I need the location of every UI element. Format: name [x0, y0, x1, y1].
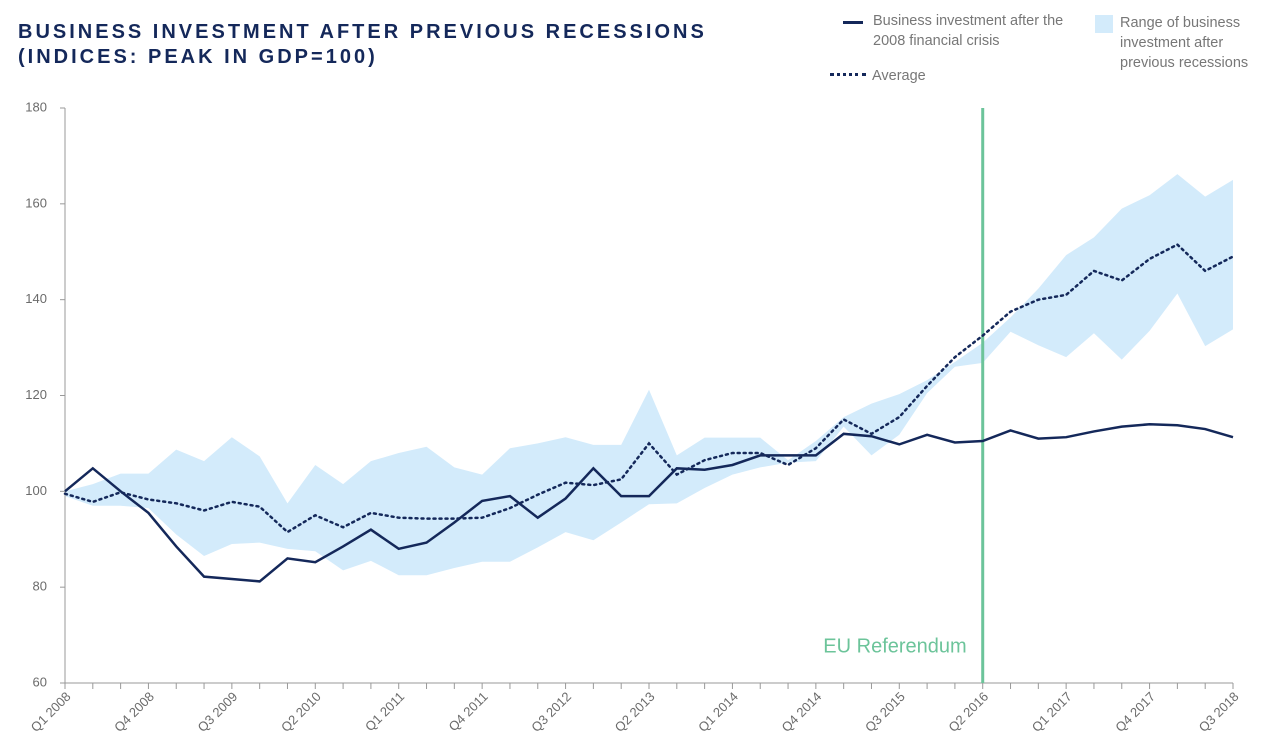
y-tick-label: 120	[25, 387, 47, 402]
y-tick-label: 60	[33, 674, 47, 689]
legend-label: Range of business investment after previ…	[1120, 15, 1249, 71]
x-tick-label: Q1 2017	[1029, 689, 1075, 735]
y-tick-label: 80	[33, 579, 47, 594]
y-tick-label: 100	[25, 483, 47, 498]
x-tick-label: Q2 2010	[278, 689, 324, 735]
annotation-label: EU Referendum	[823, 635, 966, 657]
legend-swatch	[843, 21, 863, 24]
y-tick-label: 160	[25, 195, 47, 210]
average-line	[63, 243, 1235, 534]
y-tick-label: 140	[25, 291, 47, 306]
chart-title: BUSINESS INVESTMENT AFTER PREVIOUS RECES…	[18, 21, 707, 43]
x-tick-label: Q3 2012	[528, 689, 574, 735]
x-tick-label: Q1 2008	[28, 689, 74, 735]
y-tick-label: 180	[25, 99, 47, 114]
x-tick-label: Q3 2015	[862, 689, 908, 735]
chart-subtitle: (INDICES: PEAK IN GDP=100)	[18, 46, 378, 68]
legend-swatch	[830, 73, 866, 76]
series-line	[64, 422, 1234, 583]
x-tick-label: Q4 2014	[779, 689, 825, 735]
x-tick-label: Q3 2018	[1196, 689, 1242, 735]
x-tick-label: Q3 2009	[195, 689, 241, 735]
x-tick-label: Q4 2011	[445, 689, 490, 734]
x-tick-label: Q4 2008	[111, 689, 157, 735]
x-tick-label: Q1 2014	[695, 689, 741, 735]
x-tick-label: Q2 2013	[612, 689, 658, 735]
legend-label: Average	[872, 68, 926, 84]
title-block: BUSINESS INVESTMENT AFTER PREVIOUS RECES…	[18, 20, 707, 70]
legend-label: Business investment after the 2008 finan…	[873, 13, 1064, 49]
range-area	[65, 174, 1233, 576]
x-tick-label: Q1 2011	[362, 689, 407, 734]
x-tick-label: Q4 2017	[1112, 689, 1158, 735]
legend-swatch	[1095, 15, 1113, 33]
x-tick-label: Q2 2016	[945, 689, 991, 735]
